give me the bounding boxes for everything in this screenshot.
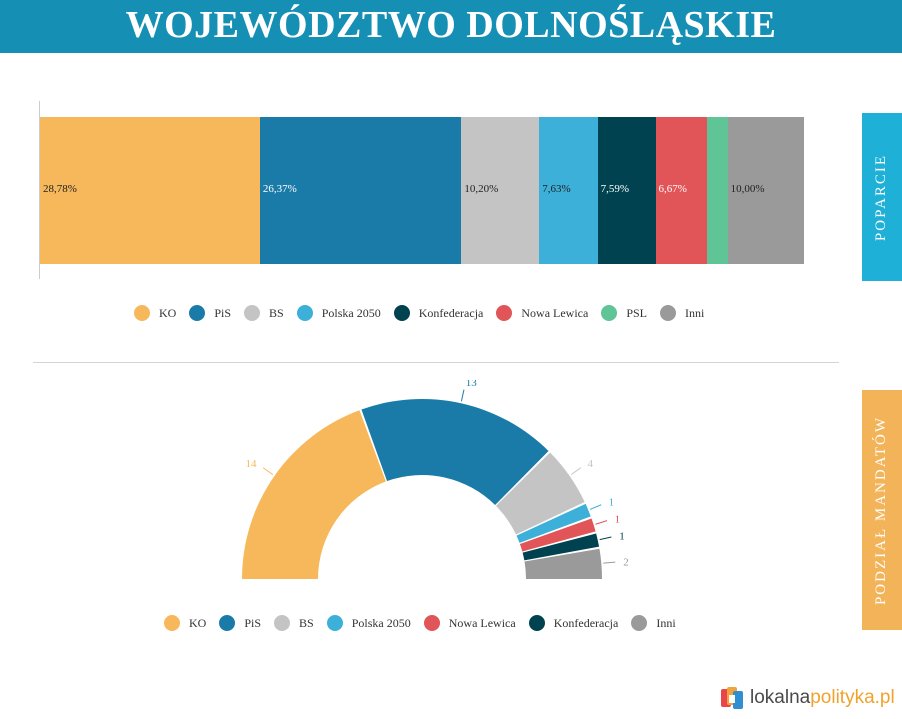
support-legend-item-ko: KO — [134, 305, 176, 321]
logo-text-part2: polityka.pl — [810, 687, 895, 708]
seats-legend-swatch — [219, 615, 236, 631]
logo-text-part1: lokalna — [750, 687, 811, 708]
seats-legend-item-ko: KO — [164, 615, 206, 631]
bar-axis-line — [39, 101, 40, 279]
seat-segment-ko — [242, 410, 386, 579]
support-legend-swatch — [393, 305, 410, 321]
bar-segment-konfederacja: 7,59% — [597, 117, 656, 264]
seat-connector-bs — [570, 467, 582, 476]
seats-legend-item-bs: BS — [274, 615, 314, 631]
seat-value-label-nowa-lewica: 1 — [615, 513, 621, 525]
seat-connector-nowa-lewica — [595, 520, 608, 525]
seats-legend-label: PiS — [244, 615, 262, 630]
bar-label-ko: 28,78% — [43, 183, 77, 195]
seats-legend-swatch — [164, 615, 180, 631]
bar-label-polska-2050: 7,63% — [542, 183, 571, 195]
seat-connector-pis — [460, 389, 465, 402]
support-legend-item-nowa-lewica: Nowa Lewica — [496, 305, 588, 321]
support-legend-swatch — [296, 305, 313, 321]
support-legend-label: BS — [269, 305, 284, 320]
seat-value-label-polska-2050: 1 — [609, 497, 615, 509]
bar-label-inni: 10,00% — [730, 183, 765, 195]
support-legend-swatch — [244, 305, 261, 321]
support-legend-label: KO — [159, 305, 177, 320]
bar-segment-polska-2050: 7,63% — [539, 117, 598, 264]
support-legend-item-inni: Inni — [660, 305, 704, 321]
support-legend-item-bs: BS — [244, 305, 284, 321]
seats-tab-label: PODZIAŁ MANDATÓW — [873, 415, 890, 605]
seat-connector-konfederacja — [599, 536, 612, 541]
bar-label-pis: 26,37% — [262, 183, 297, 195]
support-legend-label: PiS — [214, 305, 232, 320]
seats-legend-swatch — [528, 615, 545, 631]
seats-tab: PODZIAŁ MANDATÓW — [862, 390, 902, 630]
seats-legend-swatch — [631, 615, 648, 631]
bar-label-nowa-lewica: 6,67% — [658, 183, 687, 195]
seats-legend-label: Konfederacja — [553, 615, 619, 630]
bar-segment-bs: 10,20% — [461, 117, 540, 264]
support-tab: POPARCIE — [862, 113, 902, 281]
bar-label-konfederacja: 7,59% — [600, 183, 629, 195]
bar-segment-psl — [706, 117, 728, 264]
seat-segment-polska-2050 — [516, 503, 591, 543]
seats-legend-swatch — [274, 615, 291, 631]
support-legend-label: Nowa Lewica — [521, 305, 589, 320]
seat-connector-inni — [603, 561, 616, 564]
header-bar — [0, 0, 902, 53]
support-legend-label: Inni — [685, 305, 705, 320]
support-legend-swatch — [660, 305, 677, 321]
seats-legend-label: KO — [189, 615, 207, 630]
seats-legend-item-pis: PiS — [219, 615, 261, 631]
seat-connector-ko — [262, 467, 274, 476]
support-legend-label: Konfederacja — [418, 305, 484, 320]
seats-legend-item-inni: Inni — [631, 615, 676, 631]
support-legend-swatch — [601, 305, 618, 321]
seat-segment-nowa-lewica — [519, 518, 596, 552]
support-legend-swatch — [189, 305, 206, 321]
support-legend: KO PiS BS Polska 2050 Konfederacja Nowa Lewic… — [134, 305, 717, 321]
seats-legend-item-nowa-lewica: Nowa Lewica — [423, 615, 516, 631]
logo: lokalnapolityka.pl — [720, 686, 895, 710]
seats-legend-label: Nowa Lewica — [448, 615, 516, 630]
seats-legend-label: BS — [299, 615, 314, 630]
support-legend-item-psl: PSL — [601, 305, 647, 321]
logo-icon — [721, 687, 743, 709]
seats-legend: KO PiS BS Polska 2050 Nowa Lewica Konfederacj… — [164, 615, 689, 631]
support-legend-label: Polska 2050 — [321, 305, 381, 320]
support-legend-label: PSL — [626, 305, 648, 320]
seat-connector-polska-2050 — [589, 504, 602, 510]
support-legend-item-polska-2050: Polska 2050 — [296, 305, 381, 321]
section-divider — [33, 362, 839, 363]
support-legend-item-konfederacja: Konfederacja — [393, 305, 484, 321]
seats-legend-swatch — [326, 615, 343, 631]
seats-legend-item-polska-2050: Polska 2050 — [326, 615, 411, 631]
support-tab-label: POPARCIE — [873, 153, 890, 241]
seat-segment-pis — [361, 399, 549, 506]
bar-label-bs: 10,20% — [464, 183, 499, 195]
support-legend-swatch — [134, 305, 150, 321]
seat-value-label-ko: 14 — [246, 458, 258, 470]
bar-segment-nowa-lewica: 6,67% — [655, 117, 707, 264]
seat-value-label-konfederacja: 1 — [619, 530, 625, 542]
support-legend-item-pis: PiS — [189, 305, 231, 321]
seat-segment-inni — [524, 548, 602, 579]
seat-value-label-pis: 13 — [466, 380, 478, 389]
seats-legend-item-konfederacja: Konfederacja — [528, 615, 619, 631]
page-title: WOJEWÓDZTWO DOLNOŚLĄSKIE — [125, 4, 777, 46]
seat-value-label-bs: 4 — [587, 458, 593, 470]
support-legend-swatch — [496, 305, 513, 321]
bar-segment-ko: 28,78% — [40, 117, 260, 264]
seats-legend-label: Polska 2050 — [351, 615, 411, 630]
seats-legend-label: Inni — [656, 615, 676, 630]
bar-segment-pis: 26,37% — [259, 117, 462, 264]
bar-segment-inni: 10,00% — [727, 117, 804, 264]
seat-value-label-inni: 2 — [623, 556, 629, 568]
seats-legend-swatch — [423, 615, 440, 631]
seat-segment-konfederacja — [522, 533, 600, 561]
seat-segment-bs — [495, 452, 585, 535]
